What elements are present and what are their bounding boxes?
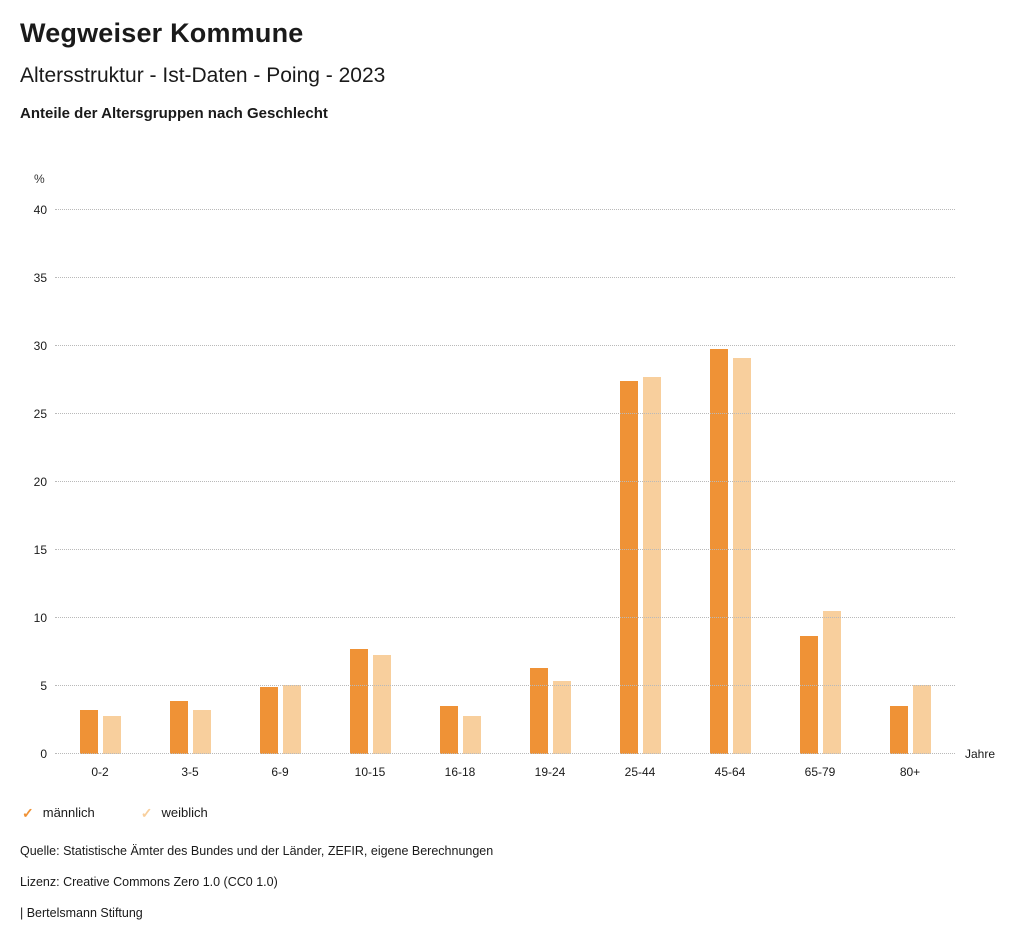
y-tick-label: 0	[40, 747, 47, 761]
bar-group-0-2	[55, 210, 145, 754]
bar-group-65-79	[775, 210, 865, 754]
gridline	[55, 481, 955, 482]
y-axis-unit-label: %	[34, 172, 45, 186]
legend-label: männlich	[42, 805, 95, 820]
footer: Quelle: Statistische Ämter des Bundes un…	[20, 844, 1024, 920]
chart-description: Anteile der Altersgruppen nach Geschlech…	[20, 105, 328, 122]
check-icon: ✓	[140, 804, 153, 821]
bar-weiblich-16-18[interactable]	[462, 715, 481, 754]
bar-weiblich-0-2[interactable]	[102, 715, 121, 754]
legend-item-weiblich[interactable]: ✓ weiblich	[141, 805, 208, 820]
gridline	[55, 753, 955, 754]
y-tick-label: 10	[33, 611, 47, 625]
bar-weiblich-80+[interactable]	[912, 684, 931, 754]
bar-männlich-16-18[interactable]	[439, 706, 458, 754]
legend: ✓ männlich ✓ weiblich	[22, 805, 1024, 820]
bar-group-25-44	[595, 210, 685, 754]
gridline	[55, 685, 955, 686]
attribution: | Bertelsmann Stiftung	[20, 906, 143, 920]
y-tick-label: 30	[33, 339, 47, 353]
bar-weiblich-10-15[interactable]	[372, 654, 391, 754]
plot-area: Jahre 0 5 10 15 20 25 30 35 40	[34, 203, 995, 761]
y-tick-label: 40	[33, 203, 47, 217]
x-tick-label: 16-18	[444, 765, 476, 779]
bar-männlich-65-79[interactable]	[799, 635, 818, 754]
x-tick-label: 6-9	[271, 765, 289, 779]
gridline	[55, 277, 955, 278]
bar-group-6-9	[235, 210, 325, 754]
x-tick-label: 65-79	[804, 765, 836, 779]
bar-groups	[55, 210, 955, 754]
bar-männlich-80+[interactable]	[889, 706, 908, 754]
bar-group-16-18	[415, 210, 505, 754]
y-tick-label: 5	[40, 679, 47, 693]
y-tick-label: 20	[33, 475, 47, 489]
gridline	[55, 413, 955, 414]
bar-group-45-64	[685, 210, 775, 754]
source-note: Quelle: Statistische Ämter des Bundes un…	[20, 844, 494, 858]
x-axis: 0-2 3-5 6-9 10-15 16-18 19-24 25-44 45-64 65-79 8…	[55, 765, 955, 779]
bar-männlich-3-5[interactable]	[169, 700, 188, 754]
bar-group-10-15	[325, 210, 415, 754]
bar-group-19-24	[505, 210, 595, 754]
page-title: Wegweiser Kommune	[20, 18, 304, 48]
bar-weiblich-45-64[interactable]	[732, 358, 751, 754]
bar-männlich-6-9[interactable]	[259, 687, 278, 754]
bar-männlich-0-2[interactable]	[79, 710, 98, 754]
bar-weiblich-25-44[interactable]	[642, 377, 661, 754]
gridline	[55, 209, 955, 210]
license-note: Lizenz: Creative Commons Zero 1.0 (CC0 1…	[20, 875, 278, 889]
legend-label: weiblich	[161, 805, 208, 820]
x-axis-unit-label: Jahre	[965, 747, 996, 761]
y-tick-label: 25	[33, 407, 47, 421]
bar-weiblich-19-24[interactable]	[552, 680, 571, 754]
x-tick-label: 45-64	[714, 765, 746, 779]
x-tick-label: 25-44	[624, 765, 656, 779]
y-tick-label: 15	[33, 543, 47, 557]
x-tick-label: 10-15	[354, 765, 386, 779]
chart-subtitle: Altersstruktur - Ist-Daten - Poing - 202…	[20, 64, 386, 87]
bar-männlich-25-44[interactable]	[619, 381, 638, 754]
legend-item-männlich[interactable]: ✓ männlich	[22, 805, 95, 820]
x-tick-label: 0-2	[91, 765, 109, 779]
y-tick-label: 35	[33, 271, 47, 285]
gridline	[55, 549, 955, 550]
bar-männlich-19-24[interactable]	[529, 668, 548, 754]
gridline	[55, 345, 955, 346]
x-tick-label: 19-24	[534, 765, 566, 779]
bar-weiblich-6-9[interactable]	[282, 684, 301, 754]
check-icon: ✓	[22, 804, 34, 821]
gridline	[55, 617, 955, 618]
bar-group-3-5	[145, 210, 235, 754]
bar-weiblich-65-79[interactable]	[822, 611, 841, 754]
bar-group-80+	[865, 210, 955, 754]
bar-männlich-45-64[interactable]	[709, 348, 728, 754]
bar-männlich-10-15[interactable]	[349, 649, 368, 754]
x-tick-label: 3-5	[181, 765, 199, 779]
bar-weiblich-3-5[interactable]	[192, 710, 211, 754]
x-tick-label: 80+	[899, 765, 921, 779]
